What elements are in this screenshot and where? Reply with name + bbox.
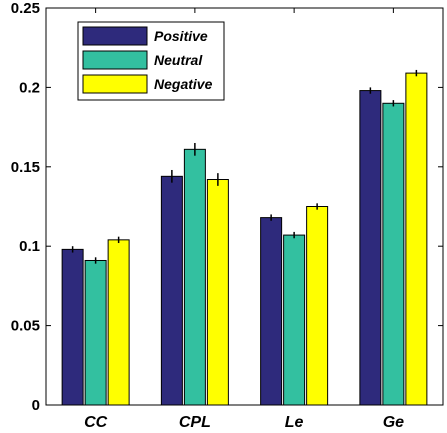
bar-neutral-ge <box>382 102 405 406</box>
bar-negative-cc <box>107 239 130 406</box>
legend-swatch-positive <box>82 26 148 46</box>
y-tick-label: 0.05 <box>11 318 40 335</box>
legend-swatch-negative <box>82 74 148 94</box>
bar-positive-cpl <box>160 175 183 406</box>
bar-positive-ge <box>359 90 382 406</box>
y-tick-label: 0 <box>32 397 40 414</box>
bar-neutral-cc <box>84 259 107 406</box>
legend-label-positive: Positive <box>154 28 208 44</box>
bar-positive-le <box>260 217 283 406</box>
x-category-label: CC <box>84 414 108 431</box>
bar-negative-cpl <box>206 179 229 406</box>
x-category-label: Le <box>285 414 304 431</box>
bar-positive-cc <box>61 248 84 406</box>
plot-frame <box>45 7 444 406</box>
legend-label-negative: Negative <box>154 76 213 92</box>
y-tick-label: 0.2 <box>19 79 40 96</box>
y-tick-label: 0.1 <box>19 238 40 255</box>
y-tick-label: 0.25 <box>11 0 40 17</box>
bar-neutral-cpl <box>183 148 206 406</box>
bar-negative-ge <box>405 72 428 406</box>
bar-negative-le <box>306 206 329 406</box>
x-category-label: Ge <box>383 414 404 431</box>
x-category-label: CPL <box>179 414 211 431</box>
legend-label-neutral: Neutral <box>154 52 203 68</box>
legend-swatch-neutral <box>82 50 148 70</box>
y-tick-label: 0.15 <box>11 159 40 176</box>
bar-neutral-le <box>283 234 306 406</box>
